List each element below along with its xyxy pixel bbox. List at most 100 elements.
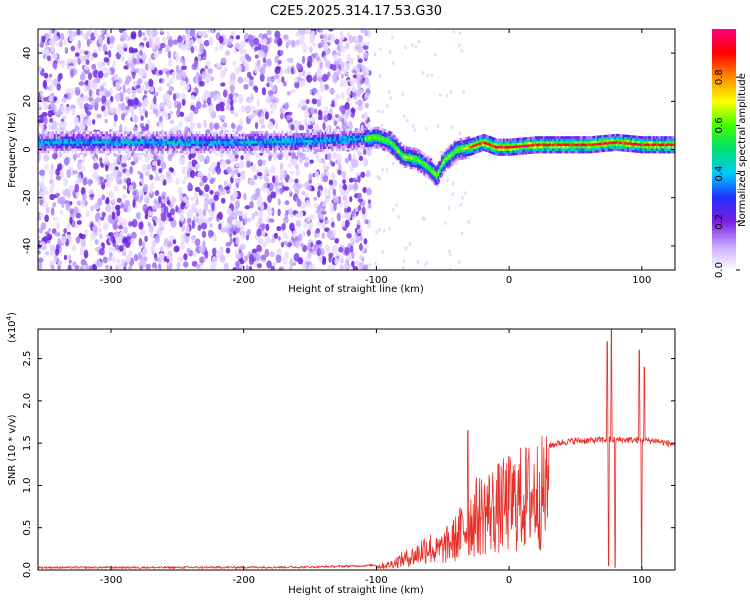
- heatmap-cell: [171, 71, 176, 80]
- heatmap-cell: [214, 141, 218, 144]
- heatmap-cell: [322, 175, 329, 183]
- heatmap-cell: [123, 133, 127, 137]
- heatmap-cell: [291, 147, 294, 151]
- heatmap-cell: [302, 147, 305, 150]
- heatmap-cell: [90, 143, 93, 147]
- heatmap-cell: [200, 141, 203, 144]
- heatmap-cell: [164, 113, 169, 121]
- heatmap-cell: [186, 138, 189, 142]
- heatmap-cell: [182, 196, 188, 203]
- heatmap-cell: [426, 155, 429, 159]
- heatmap-cell: [53, 131, 57, 135]
- heatmap-cell: [399, 149, 402, 152]
- heatmap-cell: [316, 67, 323, 77]
- heatmap-cell: [410, 156, 414, 160]
- heatmap-cell: [47, 227, 52, 233]
- heatmap-cell: [306, 229, 311, 237]
- heatmap-cell: [362, 137, 366, 141]
- heatmap-cell: [79, 133, 82, 137]
- heatmap-cell: [436, 179, 439, 183]
- heatmap-cell: [44, 148, 47, 151]
- heatmap-cell: [109, 107, 115, 114]
- heatmap-cell: [92, 145, 95, 149]
- heatmap-cell: [284, 200, 290, 206]
- heatmap-cell: [79, 148, 82, 151]
- heatmap-cell: [315, 139, 318, 143]
- heatmap-cell: [251, 140, 254, 144]
- heatmap-cell: [143, 136, 146, 139]
- heatmap-cell: [80, 150, 84, 154]
- heatmap-cell: [294, 130, 297, 134]
- heatmap-cell: [232, 60, 236, 66]
- heatmap-cell: [375, 145, 379, 149]
- heatmap-cell: [303, 132, 307, 136]
- heatmap-cell: [275, 138, 278, 141]
- heatmap-cell: [166, 252, 171, 260]
- heatmap-cell: [52, 136, 55, 139]
- heatmap-cell: [71, 136, 74, 139]
- heatmap-cell: [377, 146, 380, 149]
- heatmap-cell: [128, 150, 132, 154]
- heatmap-cell: [412, 162, 415, 165]
- heatmap-cell: [197, 208, 203, 216]
- heatmap-cell: [416, 260, 420, 264]
- heatmap-cell: [305, 139, 308, 143]
- heatmap-cell: [418, 157, 422, 160]
- heatmap-cell: [290, 124, 295, 131]
- heatmap-cell: [381, 147, 385, 151]
- heatmap-cell: [280, 150, 283, 153]
- heatmap-cell: [377, 136, 380, 140]
- heatmap-cell: [286, 142, 289, 146]
- heatmap-cell: [143, 138, 146, 142]
- heatmap-cell: [326, 136, 329, 140]
- heatmap-cell: [381, 167, 384, 172]
- heatmap-cell: [230, 141, 234, 144]
- heatmap-cell: [404, 148, 407, 152]
- heatmap-cell: [186, 131, 189, 135]
- heatmap-cell: [378, 177, 382, 181]
- heatmap-cell: [128, 131, 132, 135]
- heatmap-cell: [437, 164, 441, 167]
- heatmap-cell: [248, 131, 251, 134]
- heatmap-cell: [115, 93, 121, 102]
- heatmap-cell: [281, 137, 285, 141]
- heatmap-cell: [343, 200, 350, 209]
- heatmap-cell: [434, 182, 437, 186]
- heatmap-cell: [55, 131, 58, 135]
- heatmap-cell: [47, 145, 50, 149]
- heatmap-cell: [162, 138, 165, 142]
- heatmap-cell: [44, 150, 47, 154]
- heatmap-cell: [269, 251, 276, 258]
- heatmap-cell: [141, 141, 144, 144]
- heatmap-cell: [184, 141, 187, 144]
- heatmap-cell: [340, 73, 344, 79]
- heatmap-cell: [356, 132, 359, 136]
- heatmap-cell: [225, 136, 229, 139]
- heatmap-cell: [61, 150, 65, 154]
- heatmap-cell: [417, 151, 420, 154]
- heatmap-cell: [317, 115, 323, 121]
- heatmap-cell: [434, 170, 437, 174]
- heatmap-cell: [49, 83, 54, 92]
- heatmap-cell: [138, 251, 142, 261]
- heatmap-cell: [356, 147, 359, 150]
- heatmap-cell: [194, 150, 197, 154]
- heatmap-cell: [407, 153, 410, 157]
- heatmap-cell: [381, 135, 385, 139]
- heatmap-cell: [73, 206, 79, 215]
- heatmap-cell: [135, 150, 138, 154]
- heatmap-cell: [319, 141, 323, 145]
- heatmap-cell: [158, 50, 162, 55]
- heatmap-cell: [357, 58, 363, 64]
- heatmap-cell: [297, 142, 300, 146]
- heatmap-cell: [238, 148, 242, 151]
- heatmap-cell: [96, 150, 100, 154]
- heatmap-cell: [65, 145, 68, 149]
- heatmap-cell: [168, 131, 171, 135]
- heatmap-cell: [340, 133, 343, 137]
- heatmap-cell: [166, 141, 170, 144]
- heatmap-cell: [66, 189, 72, 198]
- heatmap-cell: [391, 207, 395, 212]
- heatmap-cell: [310, 29, 317, 32]
- heatmap-cell: [233, 143, 237, 147]
